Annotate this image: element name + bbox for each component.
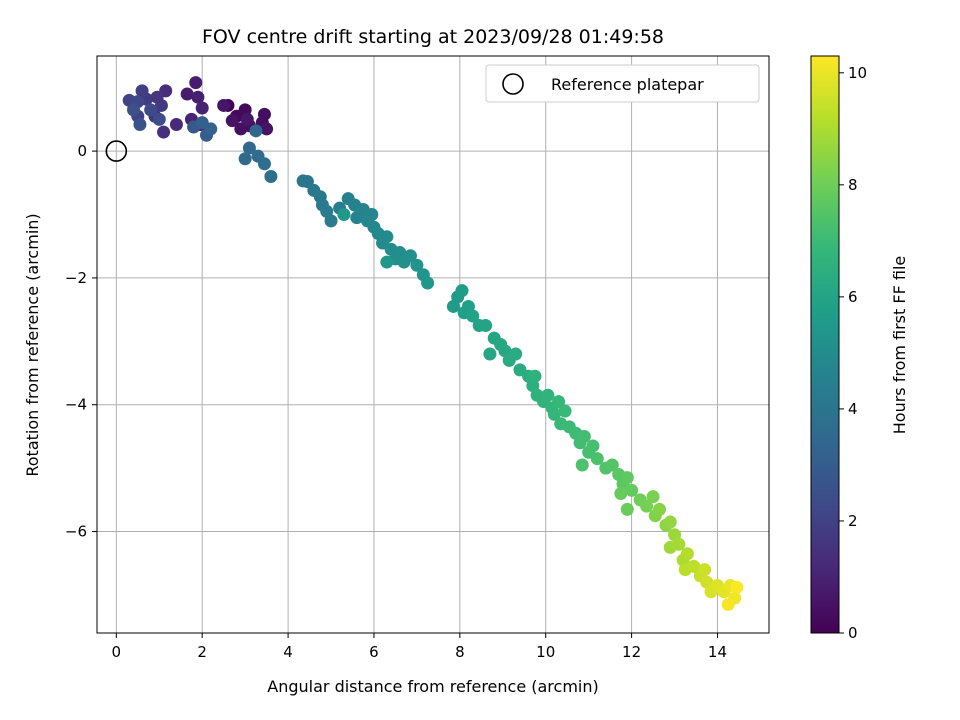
legend-label: Reference platepar <box>551 75 704 94</box>
data-point <box>195 101 209 115</box>
colorbar-tick-label: 2 <box>848 512 858 530</box>
data-point <box>152 112 166 126</box>
y-tick-label: −2 <box>65 269 87 287</box>
data-point <box>133 117 147 131</box>
x-tick-label: 14 <box>708 643 727 661</box>
data-point <box>410 258 424 272</box>
data-point <box>225 114 239 128</box>
data-point <box>541 388 555 402</box>
colorbar-tick-label: 4 <box>848 400 858 418</box>
data-point <box>257 107 271 121</box>
data-point <box>365 208 379 222</box>
data-point <box>169 117 183 131</box>
x-tick-label: 0 <box>112 643 122 661</box>
x-axis-ticks: 0 2 4 6 8 10 12 14 <box>112 633 727 661</box>
legend: Reference platepar <box>485 64 760 103</box>
data-point <box>625 483 639 497</box>
data-point <box>590 452 604 466</box>
chart-title: FOV centre drift starting at 2023/09/28 … <box>202 26 664 48</box>
data-point <box>191 90 205 104</box>
data-point <box>698 563 712 577</box>
y-axis-ticks: 0 −2 −4 −6 <box>65 142 97 541</box>
data-point <box>509 347 523 361</box>
data-point <box>552 395 566 409</box>
data-point <box>324 214 338 228</box>
data-point <box>135 84 149 98</box>
data-point <box>605 458 619 472</box>
data-point <box>680 547 694 561</box>
y-tick-label: −6 <box>65 523 87 541</box>
data-point <box>260 122 274 136</box>
data-point <box>337 208 351 222</box>
data-point <box>257 157 271 171</box>
data-point <box>620 471 634 485</box>
data-point <box>238 152 252 166</box>
legend-box <box>485 64 760 103</box>
data-point <box>528 369 542 383</box>
data-point <box>687 559 701 573</box>
y-tick-label: −4 <box>65 396 87 414</box>
data-points <box>122 76 744 611</box>
data-point <box>380 230 394 244</box>
legend-marker <box>502 73 524 95</box>
x-tick-label: 12 <box>622 643 641 661</box>
colorbar <box>810 55 840 634</box>
data-point <box>646 490 660 504</box>
x-tick-label: 2 <box>197 643 207 661</box>
data-point <box>421 276 435 290</box>
data-point <box>180 87 194 101</box>
x-tick-label: 8 <box>455 643 465 661</box>
data-point <box>653 502 667 516</box>
data-point <box>640 499 654 513</box>
colorbar-tick-label: 0 <box>848 624 858 642</box>
data-point <box>264 169 278 183</box>
data-point <box>403 249 417 263</box>
colorbar-tick-label: 6 <box>848 288 858 306</box>
y-axis-label: Rotation from reference (arcmin) <box>23 213 42 476</box>
data-point <box>614 487 628 501</box>
data-point <box>730 580 744 594</box>
data-point <box>144 103 158 117</box>
data-point <box>466 309 480 323</box>
reference-point-marker <box>105 140 128 162</box>
data-point <box>240 112 254 126</box>
data-point <box>126 103 140 117</box>
data-point <box>577 429 591 443</box>
data-point <box>483 347 497 361</box>
data-point <box>234 122 248 136</box>
x-tick-label: 4 <box>283 643 293 661</box>
x-axis-label: Angular distance from reference (arcmin) <box>267 677 598 696</box>
data-point <box>479 318 493 332</box>
data-point <box>154 98 168 112</box>
plot-frame <box>96 55 770 634</box>
data-point <box>575 458 589 472</box>
data-point <box>455 284 469 298</box>
x-tick-label: 10 <box>536 643 555 661</box>
data-point <box>204 122 218 136</box>
colorbar-label: Hours from first FF file <box>890 256 909 435</box>
grid-lines <box>97 56 769 633</box>
data-point <box>157 125 171 139</box>
data-point <box>672 537 686 551</box>
y-tick-label: 0 <box>77 142 87 160</box>
data-point <box>547 407 561 421</box>
data-point <box>380 255 394 269</box>
x-tick-label: 6 <box>369 643 379 661</box>
data-point <box>189 76 203 90</box>
data-point <box>242 141 256 155</box>
data-point <box>249 124 263 138</box>
colorbar-tick-label: 10 <box>848 64 867 82</box>
data-point <box>620 502 634 516</box>
colorbar-ticks: 0 2 4 6 8 10 <box>839 64 867 642</box>
data-point <box>721 597 735 611</box>
data-point <box>558 404 572 418</box>
colorbar-tick-label: 8 <box>848 176 858 194</box>
data-point <box>217 98 231 112</box>
data-point <box>663 515 677 529</box>
data-point <box>586 439 600 453</box>
